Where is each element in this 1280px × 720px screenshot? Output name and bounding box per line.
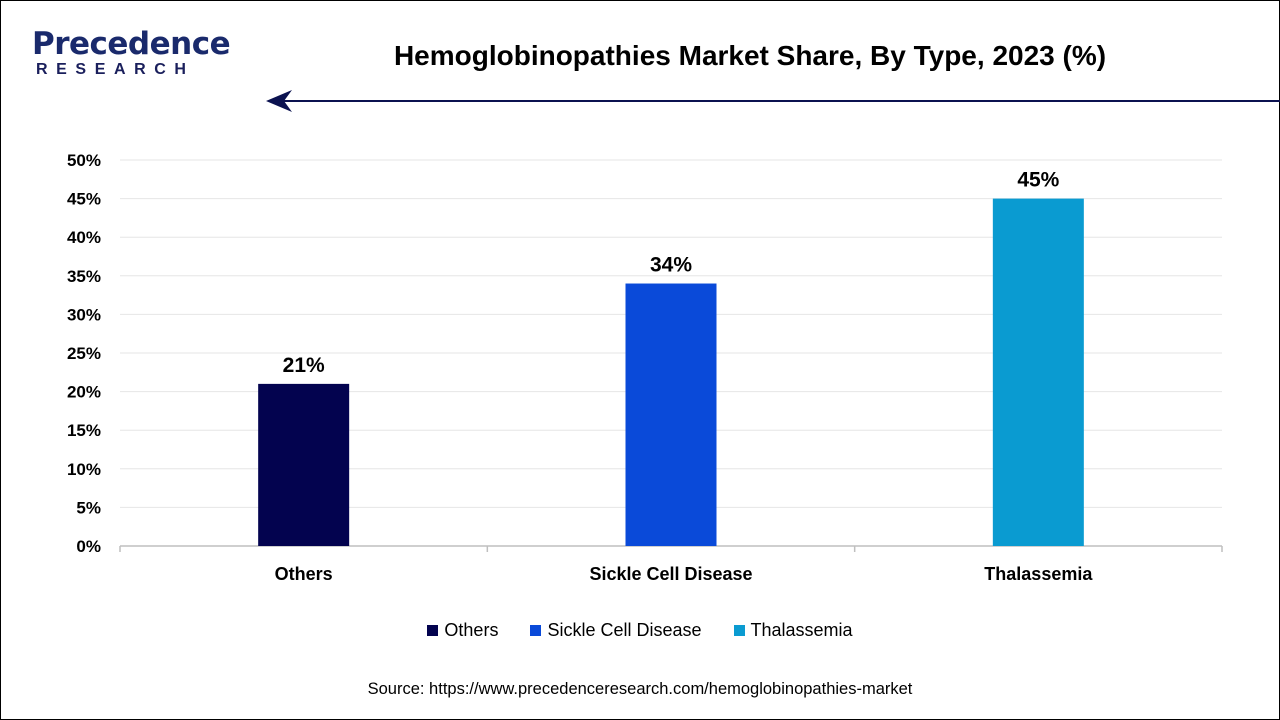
- title-rule-arrow: [266, 90, 1280, 112]
- x-category-label: Others: [275, 564, 333, 584]
- y-tick-label: 15%: [67, 421, 101, 440]
- chart-title: Hemoglobinopathies Market Share, By Type…: [393, 40, 1107, 71]
- data-label: 34%: [650, 254, 692, 277]
- y-tick-label: 5%: [76, 498, 101, 517]
- left-arrow-icon: [266, 90, 292, 112]
- y-tick-label: 25%: [67, 344, 101, 363]
- bar: [258, 383, 350, 546]
- y-tick-label: 35%: [67, 267, 101, 286]
- legend-label: Others: [444, 620, 499, 640]
- x-category-label: Sickle Cell Disease: [589, 564, 752, 584]
- logo-subtitle: RESEARCH: [36, 61, 195, 78]
- legend-swatch: [427, 625, 439, 636]
- legend-item: Thalassemia: [733, 620, 853, 641]
- y-tick-label: 20%: [67, 383, 101, 402]
- y-tick-label: 30%: [67, 305, 101, 324]
- source-note: Source: https://www.precedenceresearch.c…: [367, 680, 913, 698]
- y-tick-label: 0%: [76, 537, 101, 556]
- data-label: 45%: [1017, 169, 1059, 192]
- y-tick-label: 50%: [67, 151, 101, 170]
- y-tick-label: 40%: [67, 228, 101, 247]
- y-tick-label: 45%: [67, 190, 101, 209]
- x-category-label: Thalassemia: [984, 564, 1093, 584]
- legend-label: Sickle Cell Disease: [547, 620, 702, 640]
- legend-swatch: [733, 625, 745, 636]
- chart-legend: Others Sickle Cell Disease Thalassemia: [0, 620, 1280, 641]
- bar-chart: 0% 5% 10% 15% 20% 25% 30% 35% 40% 45% 50% 21% Others…: [67, 151, 1223, 584]
- precedence-research-logo: Precedence RESEARCH: [32, 26, 232, 82]
- bar: [625, 283, 717, 546]
- y-tick-label: 10%: [67, 460, 101, 479]
- bar: [992, 198, 1084, 546]
- legend-item: Sickle Cell Disease: [530, 620, 702, 641]
- legend-swatch: [530, 625, 542, 636]
- data-label: 21%: [283, 354, 325, 377]
- logo-wordmark: Precedence: [32, 26, 231, 62]
- legend-item: Others: [427, 620, 498, 641]
- legend-label: Thalassemia: [750, 620, 853, 640]
